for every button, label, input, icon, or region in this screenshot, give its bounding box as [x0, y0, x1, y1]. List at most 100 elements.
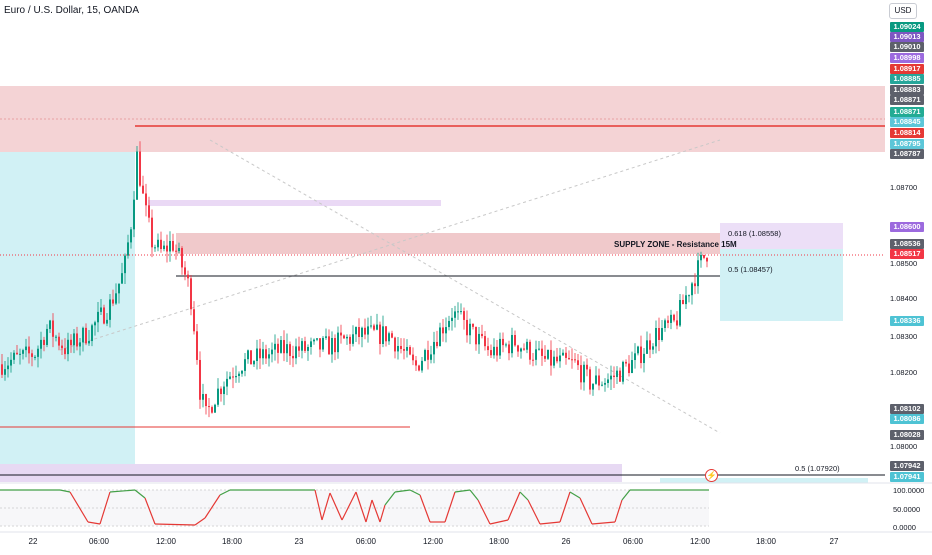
candle-body — [682, 299, 684, 305]
candle-body — [517, 345, 519, 352]
candle-body — [289, 344, 291, 356]
price-tag: 1.07942 — [890, 461, 924, 471]
oscillator-segment — [87, 521, 101, 525]
candle-body — [115, 293, 117, 304]
time-label: 27 — [829, 537, 839, 546]
candle-body — [67, 339, 69, 355]
oscillator-segment — [477, 499, 491, 525]
time-label: 22 — [28, 537, 38, 546]
candle-body — [508, 344, 510, 354]
time-label: 12:00 — [689, 537, 711, 546]
candle-body — [562, 352, 564, 356]
oscillator-segment — [384, 491, 396, 506]
candle-body — [22, 350, 24, 354]
candle-body — [79, 342, 81, 347]
candle-body — [706, 257, 708, 262]
candle-body — [415, 360, 417, 366]
oscillator-segment — [409, 489, 421, 496]
oscillator-segment — [621, 489, 631, 501]
candle-body — [535, 349, 537, 360]
candle-body — [199, 359, 201, 400]
candle-body — [328, 336, 330, 355]
fib-0618-label: 0.618 (1.08558) — [728, 229, 781, 238]
candle-body — [7, 365, 9, 370]
candle-body — [76, 333, 78, 347]
candle-body — [487, 346, 489, 351]
trend-dashed-up — [59, 139, 721, 351]
candle-body — [382, 326, 384, 344]
candle-body — [277, 343, 279, 353]
candle-body — [70, 339, 72, 346]
candle-body — [109, 299, 111, 320]
time-label: 23 — [294, 537, 304, 546]
candle-body — [493, 346, 495, 356]
candle-body — [457, 311, 459, 313]
candle-body — [319, 338, 321, 350]
price-tick: 1.08200 — [890, 368, 918, 377]
candle-body — [469, 323, 471, 336]
price-tag: 1.09024 — [890, 22, 924, 32]
candle-body — [4, 369, 6, 375]
candle-body — [268, 354, 270, 359]
oscillator-line — [0, 489, 709, 526]
candle-body — [616, 370, 618, 378]
candle-body — [217, 388, 219, 405]
candle-body — [565, 352, 567, 358]
candle-body — [205, 394, 207, 407]
candle-body — [322, 337, 324, 350]
candle-body — [307, 346, 309, 351]
oscillator-segment — [507, 491, 521, 521]
candle-body — [16, 352, 18, 355]
fib-05-label: 0.5 (1.08457) — [728, 265, 773, 274]
candle-body — [661, 328, 663, 340]
candle-body — [394, 337, 396, 352]
candle-body — [514, 334, 516, 346]
candle-body — [463, 311, 465, 320]
candle-body — [238, 373, 240, 376]
candle-body — [574, 359, 576, 361]
candle-body — [148, 205, 150, 218]
candle-body — [460, 311, 462, 313]
candle-body — [499, 338, 501, 356]
candle-body — [211, 407, 213, 413]
candle-body — [613, 375, 615, 378]
lightning-icon[interactable]: ⚡ — [705, 469, 718, 482]
candle-body — [436, 341, 438, 347]
candle-body — [454, 311, 456, 318]
price-tag: 1.08885 — [890, 74, 924, 84]
candle-body — [301, 341, 303, 351]
symbol-title[interactable]: Euro / U.S. Dollar, 15, OANDA — [4, 5, 140, 16]
candle-body — [355, 327, 357, 335]
oscillator-segment — [154, 523, 196, 526]
oscillator-segment — [379, 504, 386, 523]
candle-body — [19, 353, 21, 355]
candle-body — [697, 260, 699, 287]
currency-button[interactable]: USD — [889, 3, 917, 19]
candle-body — [670, 314, 672, 323]
oscillator-segment — [444, 491, 456, 523]
oscillator-segment — [194, 517, 206, 526]
candle-body — [688, 295, 690, 297]
candle-body — [142, 185, 144, 194]
price-tag: 1.08787 — [890, 149, 924, 159]
candle-body — [340, 332, 342, 336]
candle-body — [568, 357, 570, 360]
candle-body — [274, 343, 276, 350]
oscillator-segment — [614, 499, 623, 523]
candle-body — [445, 327, 447, 334]
time-label: 18:00 — [221, 537, 243, 546]
candle-body — [121, 273, 123, 284]
candle-body — [520, 348, 522, 352]
candle-body — [94, 322, 96, 326]
price-tag: 1.08086 — [890, 414, 924, 424]
price-tag: 1.08336 — [890, 316, 924, 326]
candle-body — [421, 360, 423, 371]
candle-body — [370, 325, 372, 327]
oscillator-segment — [59, 489, 71, 493]
candle-body — [655, 327, 657, 347]
candle-body — [634, 353, 636, 361]
candle-body — [337, 332, 339, 353]
candle-body — [532, 359, 534, 361]
